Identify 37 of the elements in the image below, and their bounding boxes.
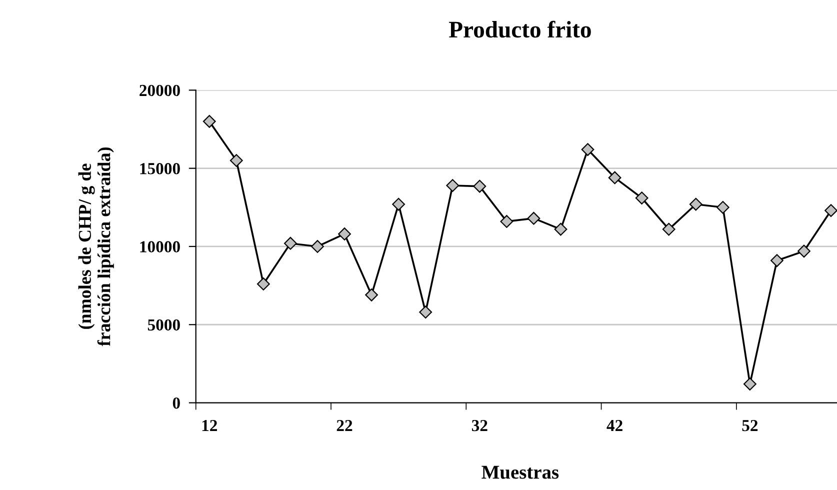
point: [365, 288, 378, 302]
point: [338, 228, 351, 240]
point: [743, 378, 756, 390]
x-tick-label: 22: [336, 420, 352, 432]
point: [446, 179, 460, 192]
chart-title: Producto frito: [449, 20, 591, 38]
y-tick-label: 10000: [140, 241, 180, 252]
x-axis-title: Muestras: [482, 466, 559, 479]
y-tick-label: 0: [172, 397, 180, 409]
point: [202, 114, 216, 128]
point: [635, 192, 648, 204]
x-tick-label: 32: [472, 420, 488, 432]
point: [798, 244, 810, 258]
x-tick-label: 52: [742, 420, 758, 432]
point: [581, 143, 594, 156]
x-tick-label: 12: [202, 420, 217, 432]
y-tick-label: 20000: [140, 84, 180, 96]
y-axis-title: (nmoles de CHP/ g de fracción lipídica extraída): [78, 147, 114, 346]
point: [662, 222, 676, 236]
point: [608, 171, 622, 184]
point: [284, 236, 297, 250]
point: [824, 204, 837, 217]
point: [392, 198, 406, 211]
point: [770, 254, 784, 267]
point: [311, 240, 324, 253]
point: [500, 215, 514, 228]
point: [554, 222, 568, 236]
y-tick-label: 5000: [148, 319, 180, 331]
point: [716, 200, 730, 214]
point: [419, 306, 432, 319]
x-tick-label: 42: [606, 420, 622, 432]
point: [473, 180, 486, 193]
point: [527, 212, 540, 225]
point: [256, 278, 270, 290]
point: [689, 198, 702, 211]
point: [230, 154, 243, 167]
y-tick-label: 15000: [140, 163, 180, 174]
